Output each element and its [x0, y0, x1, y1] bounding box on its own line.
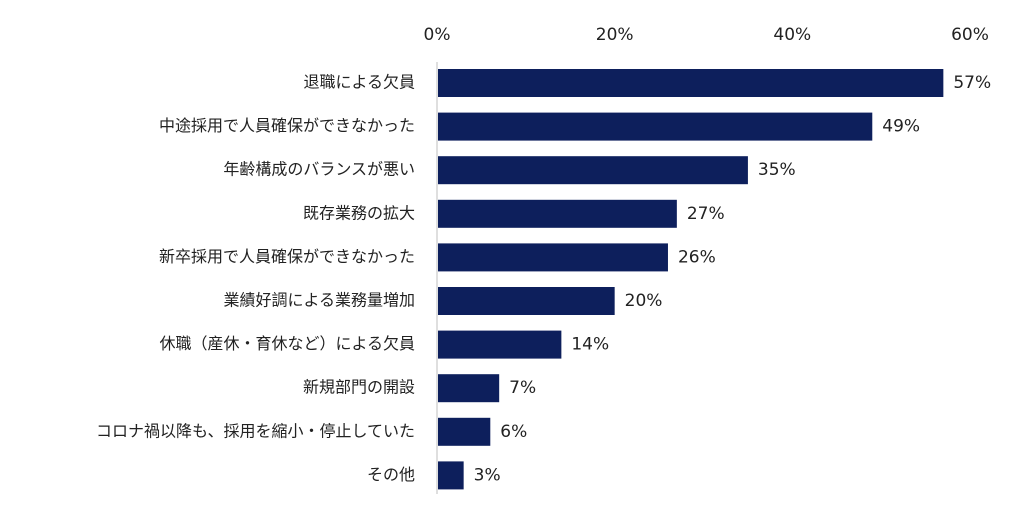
x-tick-label: 60%	[951, 25, 989, 45]
data-label: 27%	[687, 204, 725, 224]
category-label: その他	[367, 465, 415, 484]
data-label: 6%	[500, 422, 527, 442]
data-label: 26%	[678, 247, 716, 267]
bar	[438, 112, 873, 141]
category-label: 年齢構成のバランスが悪い	[223, 160, 415, 179]
category-labels: 退職による欠員中途採用で人員確保ができなかった年齢構成のバランスが悪い既存業務の…	[96, 73, 415, 484]
x-axis-ticks: 0% 20% 40% 60%	[424, 25, 989, 45]
category-label: 休職（産休・育休など）による欠員	[159, 334, 415, 353]
x-tick-label: 40%	[773, 25, 811, 45]
bar	[438, 374, 500, 403]
data-label: 7%	[509, 378, 536, 398]
category-label: コロナ禍以降も、採用を縮小・停止していた	[96, 421, 415, 440]
data-label: 20%	[625, 291, 663, 311]
category-label: 新卒採用で人員確保ができなかった	[159, 247, 415, 266]
bar	[438, 69, 944, 97]
bars-group	[438, 69, 944, 490]
category-label: 業績好調による業務量増加	[223, 291, 415, 310]
data-label: 49%	[882, 117, 920, 137]
bar	[438, 156, 748, 185]
x-tick-label: 0%	[424, 25, 451, 45]
data-label: 57%	[953, 73, 991, 93]
x-tick-label: 20%	[596, 25, 634, 45]
category-label: 既存業務の拡大	[303, 203, 415, 222]
data-label: 14%	[571, 335, 609, 355]
bar	[438, 417, 491, 446]
category-label: 新規部門の開設	[303, 378, 415, 397]
bar	[438, 199, 677, 228]
bar	[438, 461, 464, 490]
data-label: 35%	[758, 160, 796, 180]
bar	[438, 330, 562, 359]
category-label: 中途採用で人員確保ができなかった	[159, 116, 415, 135]
category-label: 退職による欠員	[303, 73, 415, 92]
bar	[438, 287, 615, 315]
data-labels: 57% 49% 35% 27% 26% 20% 14% 7% 6% 3%	[474, 73, 991, 485]
bar	[438, 243, 668, 272]
data-label: 3%	[474, 465, 501, 485]
